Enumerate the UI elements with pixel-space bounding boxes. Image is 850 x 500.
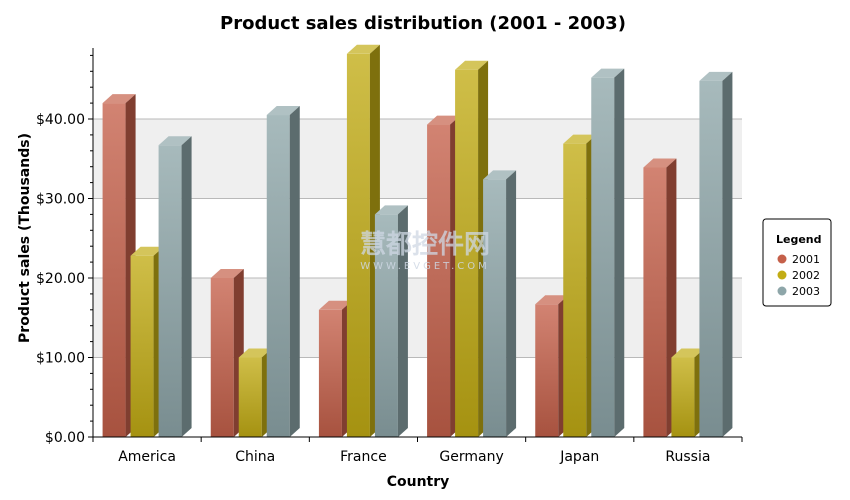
bar-side bbox=[181, 136, 192, 438]
legend: Legend 2001 2002 2003 bbox=[762, 218, 832, 307]
bar-front bbox=[130, 255, 154, 437]
y-tick-label: $40.00 bbox=[36, 112, 85, 128]
x-axis-ticks: America China France Germany Japan Russia bbox=[92, 437, 743, 465]
bar-top bbox=[102, 94, 136, 104]
bar-front bbox=[671, 357, 695, 437]
legend-swatch bbox=[777, 286, 787, 296]
bar-top bbox=[266, 106, 300, 116]
chart-title: Product sales distribution (2001 - 2003) bbox=[220, 13, 626, 34]
bar bbox=[699, 71, 733, 437]
bar-front bbox=[102, 103, 126, 437]
bar-front bbox=[318, 309, 342, 437]
bar-top bbox=[671, 348, 705, 358]
bar-front bbox=[643, 167, 667, 437]
bar-top bbox=[699, 71, 733, 81]
watermark: 慧都控件网 WWW.EVGET.COM bbox=[360, 230, 490, 272]
legend-item: 2001 bbox=[777, 253, 820, 266]
bar-top bbox=[210, 269, 244, 278]
bar-top bbox=[643, 158, 677, 168]
legend-title: Legend bbox=[776, 233, 822, 246]
y-tick-label: $20.00 bbox=[36, 271, 85, 287]
legend-box bbox=[762, 218, 832, 307]
bar-side bbox=[722, 71, 733, 437]
legend-label: 2002 bbox=[792, 269, 820, 282]
bar-front bbox=[455, 69, 479, 438]
bar-front bbox=[591, 77, 615, 437]
y-tick-label: $0.00 bbox=[45, 430, 85, 446]
x-tick-label: France bbox=[340, 449, 387, 465]
bar-top bbox=[374, 205, 408, 215]
bar-top bbox=[427, 115, 461, 125]
y-axis-ticks: $0.00 $10.00 $20.00 $30.00 $40.00 bbox=[36, 54, 93, 446]
gridlines bbox=[93, 118, 742, 358]
grid-bands bbox=[93, 119, 742, 358]
x-tick-label: Russia bbox=[665, 449, 710, 465]
legend-swatch bbox=[777, 270, 787, 280]
y-axis-title: Product sales (Thousands) bbox=[17, 133, 33, 343]
bar-top bbox=[483, 170, 517, 180]
x-tick-label: Germany bbox=[439, 449, 503, 465]
bar-side bbox=[614, 68, 625, 437]
bar-top bbox=[346, 44, 380, 54]
bar-top bbox=[563, 134, 597, 144]
watermark-text: 慧都控件网 bbox=[360, 230, 490, 260]
bar-top bbox=[318, 300, 352, 310]
bar-side bbox=[289, 106, 300, 438]
bar bbox=[591, 68, 625, 437]
bars bbox=[102, 44, 733, 438]
legend-label: 2001 bbox=[792, 253, 820, 266]
bar-front bbox=[374, 214, 398, 437]
bar-front bbox=[158, 145, 182, 438]
bar-side bbox=[397, 205, 408, 437]
legend-label: 2003 bbox=[792, 285, 820, 298]
x-tick-label: Japan bbox=[559, 449, 599, 465]
bar-front bbox=[483, 179, 507, 438]
bar bbox=[374, 205, 408, 437]
y-tick-label: $30.00 bbox=[36, 192, 85, 208]
legend-item: 2002 bbox=[777, 269, 820, 282]
bar-top bbox=[158, 136, 192, 146]
bar-front bbox=[238, 357, 262, 437]
legend-item: 2003 bbox=[777, 285, 820, 298]
bar bbox=[210, 269, 244, 437]
bar-front bbox=[563, 143, 587, 437]
bar-front bbox=[699, 80, 723, 437]
bar-top bbox=[591, 68, 625, 78]
legend-swatch bbox=[777, 254, 787, 264]
bar-front bbox=[535, 304, 559, 437]
bar-front bbox=[346, 53, 370, 438]
bar bbox=[483, 170, 517, 438]
bar-top bbox=[455, 60, 489, 70]
grid-band bbox=[93, 119, 742, 199]
bar-front bbox=[266, 115, 290, 438]
bar bbox=[158, 136, 192, 438]
watermark-subtext: WWW.EVGET.COM bbox=[360, 261, 490, 272]
x-axis-title: Country bbox=[387, 474, 450, 490]
bar-top bbox=[130, 246, 164, 256]
y-tick-label: $10.00 bbox=[36, 351, 85, 367]
bar-front bbox=[427, 124, 451, 437]
x-tick-label: China bbox=[235, 449, 275, 465]
bar-top bbox=[535, 295, 569, 305]
bar-side bbox=[506, 170, 517, 438]
bar bbox=[130, 246, 164, 437]
bar-front bbox=[210, 278, 234, 437]
x-tick-label: America bbox=[118, 449, 176, 465]
grid-band bbox=[93, 278, 742, 358]
bar-top bbox=[238, 348, 272, 358]
bar bbox=[266, 106, 300, 438]
